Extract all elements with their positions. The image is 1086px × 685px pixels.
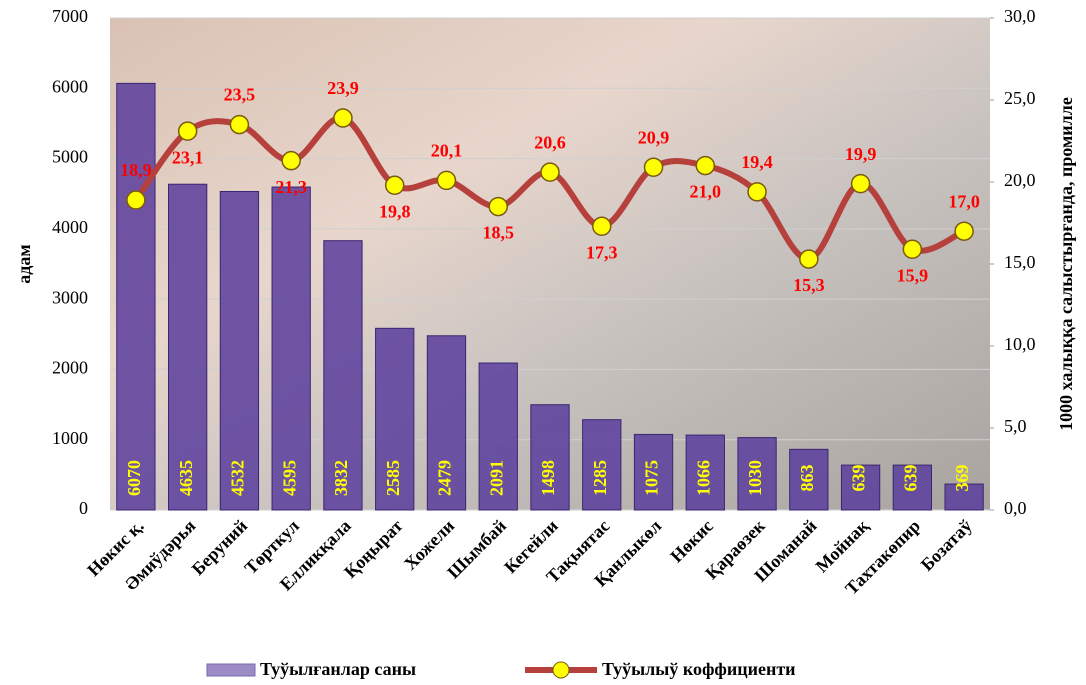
line-value-label: 21,3 [275,177,307,197]
line-value-label: 19,4 [741,152,773,172]
y-tick-label: 6000 [52,76,88,96]
line-marker [592,216,612,237]
line-marker [540,162,560,182]
line-value-label: 19,9 [845,144,877,164]
line-marker [333,108,353,128]
y2-tick-label: 10,0 [1004,334,1036,354]
bar-value-label: 3832 [331,460,351,496]
line-value-label: 15,3 [793,275,825,295]
line-value-label: 20,1 [431,140,463,160]
bar [944,483,984,511]
y2-tick-label: 15,0 [1004,252,1036,272]
bar-value-label: 4635 [176,460,196,496]
x-tick-label: Бозатаў [917,516,976,575]
x-tick-label: Нөкис [666,516,717,567]
bar-value-label: 639 [900,465,920,492]
legend-marker [552,661,570,679]
line-value-label: 19,8 [379,201,411,221]
line-value-label: 23,5 [224,85,256,105]
bar [167,183,208,511]
bar [633,433,674,511]
y-tick-label: 3000 [52,287,88,307]
bar-value-label: 4595 [279,460,299,496]
line-value-label: 23,9 [327,78,359,98]
bar [426,335,467,511]
bar-value-label: 369 [952,465,972,492]
line-marker [436,170,457,191]
line-value-label: 15,9 [897,265,929,285]
bar [582,419,622,511]
y2-tick-label: 5,0 [1004,416,1027,436]
line-marker [643,157,664,177]
line-value-label: 20,9 [638,127,670,147]
line-marker [954,221,974,241]
bar-value-label: 2091 [486,460,506,496]
legend-swatch [206,663,256,677]
bar-value-label: 1285 [590,460,610,496]
line-value-label: 21,0 [690,182,722,202]
bar [323,240,363,511]
y-tick-label: 1000 [52,428,88,448]
y-tick-label: 2000 [52,358,88,378]
bar-value-label: 1075 [642,460,662,496]
bar [892,464,933,511]
y2-tick-label: 25,0 [1004,88,1036,108]
legend-label: Туўылғанлар саны [260,659,416,679]
legend-label: Туўылыў коффициенти [602,659,796,679]
line-value-label: 20,6 [534,132,566,152]
bar-value-label: 1030 [745,460,765,496]
line-marker [177,121,198,141]
line-marker [488,196,508,217]
bar [840,464,881,511]
bar-value-label: 4532 [228,460,248,496]
x-tick-label: Беруний [188,516,251,579]
line-value-label: 18,5 [482,223,514,243]
bar [219,190,260,511]
bar [530,404,570,511]
bar [116,82,156,511]
bar [685,434,725,511]
bar [271,186,311,511]
line-marker [799,249,819,269]
bar-value-label: 863 [797,465,817,492]
line-marker [384,175,405,196]
y2-tick-label: 30,0 [1004,6,1036,26]
bar [789,448,829,511]
bar [375,327,415,511]
y-tick-label: 0 [79,498,88,518]
line-value-label: 23,1 [172,147,204,167]
line-value-label: 17,3 [586,242,618,262]
line-value-label: 18,9 [120,160,152,180]
y-tick-label: 4000 [52,217,88,237]
y2-tick-label: 0,0 [1004,498,1027,518]
bar-value-label: 639 [849,465,869,492]
line-marker [126,190,146,210]
bar [737,437,777,511]
bar-value-label: 6070 [124,460,144,496]
bar-value-label: 2585 [383,460,403,496]
legend: Туўылғанлар саны Туўылыў коффициенти [206,659,796,679]
line-marker [229,114,250,135]
bar [478,362,518,511]
bar-value-label: 2479 [435,460,455,496]
bar-value-label: 1498 [538,460,558,496]
line-value-label: 17,0 [948,191,980,211]
line-marker [281,150,301,171]
line-marker [747,182,767,202]
line-marker [695,155,716,176]
y-tick-label: 7000 [52,6,88,26]
y2-axis-title: 1000 халыққа салыстырғанда, промилле [1056,97,1076,431]
bar-value-label: 1066 [693,460,713,496]
y-tick-label: 5000 [52,147,88,167]
line-marker [850,173,871,194]
y-axis-title: адам [14,244,34,283]
y2-tick-label: 20,0 [1004,170,1036,190]
line-marker [902,239,923,259]
